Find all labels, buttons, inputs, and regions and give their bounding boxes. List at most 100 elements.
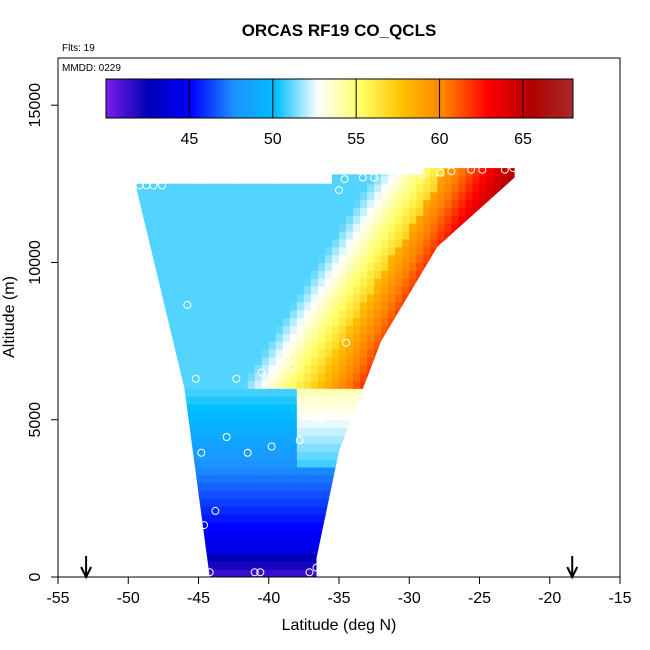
heatmap-cell (367, 356, 375, 366)
colorbar-tick-label: 50 (264, 131, 282, 148)
heatmap-cell (226, 309, 235, 319)
heatmap-cell (219, 419, 228, 429)
heatmap-cell (184, 262, 193, 271)
heatmap-cell (184, 396, 193, 405)
heatmap-cell (233, 341, 242, 350)
heatmap-cell (212, 419, 221, 429)
heatmap-cell (240, 215, 249, 224)
heatmap-cell (430, 191, 438, 201)
heatmap-cell (219, 427, 228, 437)
heatmap-cell (219, 435, 228, 444)
heatmap-cell (282, 569, 291, 577)
heatmap-cell (479, 191, 488, 201)
heatmap-cell (198, 215, 207, 224)
heatmap-cell (423, 223, 431, 232)
heatmap-cell (247, 270, 256, 279)
heatmap-cell (163, 309, 172, 319)
heatmap-cell (191, 270, 200, 279)
heatmap-cell (381, 223, 389, 232)
heatmap-cell (346, 396, 354, 405)
heatmap-cell (310, 459, 319, 468)
heatmap-cell (409, 262, 417, 271)
heatmap-cell (177, 325, 186, 334)
heatmap-cell (282, 506, 291, 515)
heatmap-cell (170, 215, 179, 224)
heatmap-cell (212, 537, 221, 547)
heatmap-cell (367, 348, 375, 358)
heatmap-cell (339, 199, 347, 209)
colorbar-swatch (492, 79, 497, 118)
heatmap-cell (402, 254, 410, 264)
heatmap-cell (240, 537, 249, 547)
heatmap-cell (268, 521, 277, 531)
heatmap-cell (381, 215, 389, 224)
heatmap-cell (353, 262, 361, 271)
heatmap-cell (296, 459, 305, 468)
heatmap-cell (310, 498, 319, 507)
heatmap-cell (205, 561, 214, 570)
heatmap-cell (226, 286, 235, 295)
heatmap-cell (261, 254, 270, 264)
heatmap-cell (240, 223, 249, 232)
heatmap-cell (310, 388, 319, 397)
heatmap-cell (296, 490, 305, 499)
heatmap-cell (268, 459, 277, 468)
colorbar-swatch (326, 79, 330, 118)
heatmap-cell (353, 301, 361, 311)
heatmap-cell (282, 207, 291, 216)
heatmap-cell (296, 396, 305, 405)
colorbar-swatch (472, 79, 477, 118)
heatmap-cell (324, 325, 333, 334)
heatmap-cell (346, 262, 354, 271)
heatmap-cell (353, 238, 361, 248)
heatmap-cell (247, 561, 256, 570)
heatmap-cell (240, 207, 249, 216)
heatmap-cell (247, 451, 256, 460)
heatmap-cell (226, 404, 235, 413)
heatmap-cell (331, 356, 340, 366)
heatmap-cell (289, 333, 298, 342)
heatmap-cell (261, 380, 270, 389)
heatmap-cell (268, 262, 277, 271)
heatmap-cell (296, 537, 305, 547)
heatmap-cell (275, 238, 284, 248)
heatmap-cell (226, 435, 235, 444)
x-tick-label: -45 (187, 590, 210, 607)
heatmap-cell (254, 474, 263, 484)
heatmap-cell (310, 215, 319, 224)
heatmap-cell (212, 325, 221, 334)
heatmap-cell (303, 459, 312, 468)
heatmap-cell (331, 396, 340, 405)
heatmap-cell (233, 451, 242, 460)
heatmap-cell (254, 396, 263, 405)
heatmap-cell (191, 199, 200, 209)
heatmap-cell (282, 451, 291, 460)
heatmap-cell (331, 364, 340, 374)
heatmap-cell (395, 199, 403, 209)
heatmap-cell (324, 474, 333, 484)
heatmap-cell (240, 364, 249, 374)
heatmap-cell (324, 348, 333, 358)
heatmap-cell (388, 278, 396, 287)
heatmap-cell (247, 411, 256, 421)
heatmap-cell (367, 270, 375, 279)
heatmap-cell (205, 388, 214, 397)
heatmap-cell (303, 380, 312, 389)
heatmap-cell (149, 199, 157, 209)
heatmap-cell (247, 278, 256, 287)
heatmap-cell (296, 333, 305, 342)
heatmap-cell (331, 372, 340, 382)
heatmap-cell (310, 341, 319, 350)
heatmap-cell (289, 199, 298, 209)
heatmap-cell (177, 364, 186, 374)
heatmap-cell (296, 443, 305, 452)
heatmap-cell (353, 254, 361, 264)
heatmap-cell (240, 309, 249, 319)
colorbar-swatch (259, 79, 264, 118)
heatmap-cell (261, 466, 270, 476)
heatmap-cell (282, 561, 291, 570)
heatmap-cell (219, 254, 228, 264)
heatmap-cell (233, 388, 242, 397)
heatmap-cell (198, 490, 207, 499)
heatmap-cell (430, 199, 438, 209)
